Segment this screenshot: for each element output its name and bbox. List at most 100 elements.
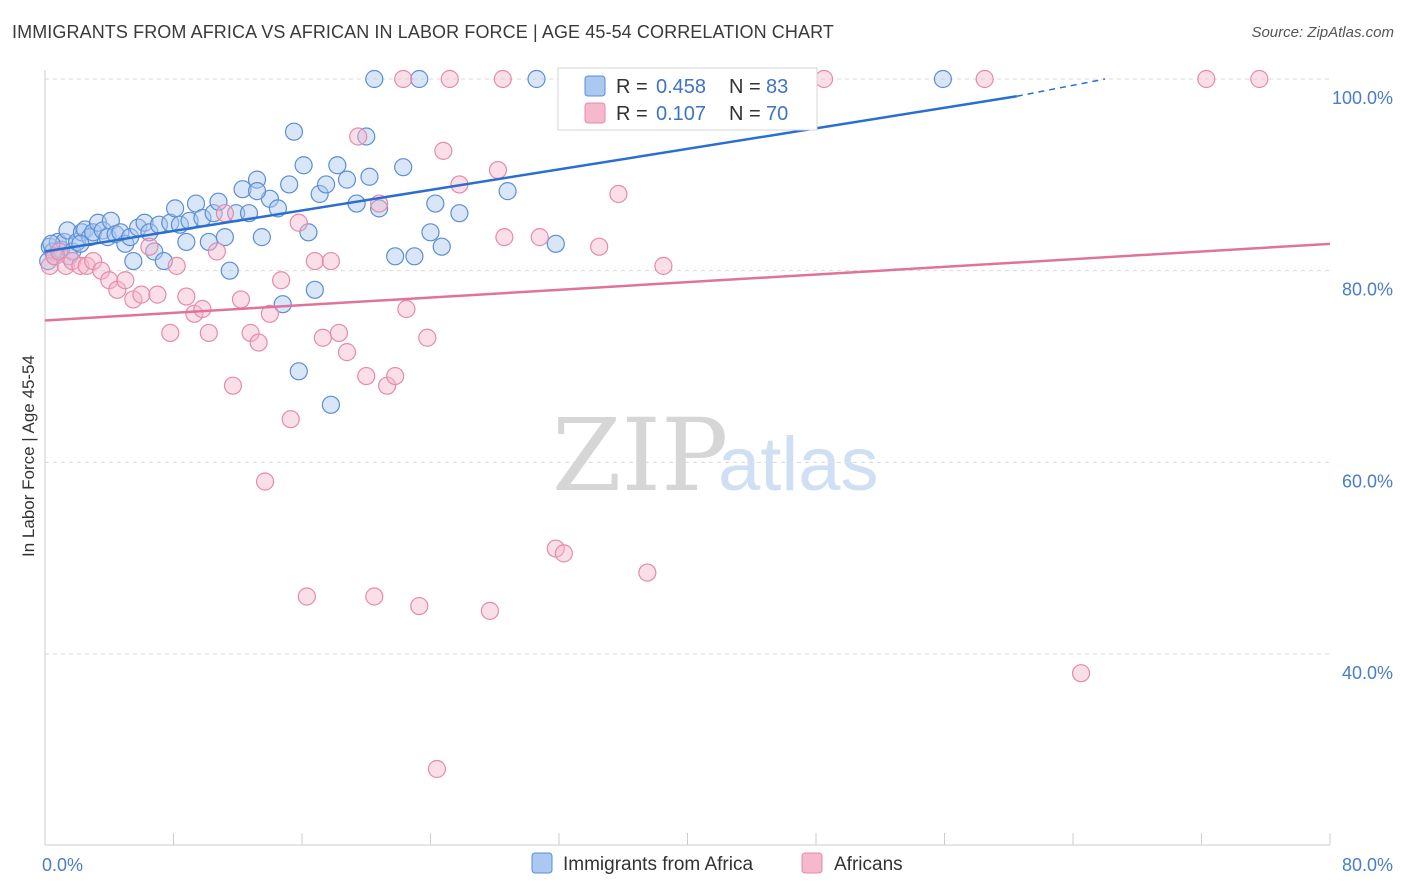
point-immigrants-from-africa	[410, 69, 429, 89]
point-africans	[231, 290, 251, 309]
point-immigrants-from-africa	[321, 395, 341, 414]
y-tick-label: 40.0%	[1342, 663, 1393, 683]
point-africans	[272, 271, 291, 290]
point-africans	[554, 544, 573, 563]
point-africans	[495, 228, 514, 247]
point-immigrants-from-africa	[177, 232, 196, 252]
point-immigrants-from-africa	[215, 228, 234, 247]
legend-r-value-2: 0.107	[656, 103, 706, 125]
legend-n-value-2: 70	[766, 103, 788, 125]
axes: 100.0% 80.0% 60.0% 40.0% 0.0% 80.0%	[42, 70, 1393, 875]
point-immigrants-from-africa	[310, 184, 329, 204]
x-tick-label: 80.0%	[1342, 855, 1393, 875]
trend-line-extension-immigrants-from-africa	[1016, 78, 1106, 97]
point-africans	[365, 587, 384, 606]
point-immigrants-from-africa	[386, 247, 405, 266]
point-africans	[609, 184, 628, 204]
point-immigrants-from-africa	[546, 234, 565, 253]
point-africans	[305, 251, 324, 271]
series-legend-swatch-blue	[531, 852, 553, 874]
point-immigrants-from-africa	[166, 199, 185, 218]
point-africans	[440, 69, 459, 89]
point-africans	[329, 323, 349, 343]
series-legend: Immigrants from Africa Africans	[531, 852, 903, 875]
point-immigrants-from-africa	[450, 204, 469, 223]
trend-line-immigrants-from-africa	[44, 95, 1017, 253]
point-africans	[410, 596, 429, 616]
point-africans	[488, 160, 508, 180]
point-africans	[199, 323, 218, 343]
point-africans	[590, 237, 609, 256]
point-africans	[313, 328, 332, 347]
point-africans	[40, 256, 59, 275]
point-immigrants-from-africa	[421, 223, 440, 242]
point-immigrants-from-africa	[305, 280, 324, 299]
point-africans	[207, 242, 226, 261]
point-africans	[434, 141, 453, 160]
point-immigrants-from-africa	[135, 213, 154, 232]
watermark-atlas: atlas	[718, 422, 879, 507]
point-immigrants-from-africa	[328, 156, 347, 175]
point-immigrants-from-africa	[316, 175, 336, 194]
point-immigrants-from-africa	[252, 228, 271, 247]
point-africans	[193, 299, 212, 319]
point-africans	[493, 69, 512, 89]
legend-r-value-1: 0.458	[656, 76, 706, 98]
y-tick-label: 100.0%	[1332, 88, 1393, 108]
chart-source: Source: ZipAtlas.com	[1251, 24, 1394, 41]
x-tick-label: 0.0%	[42, 855, 83, 875]
point-africans	[167, 256, 186, 275]
point-immigrants-from-africa	[247, 182, 267, 201]
point-immigrants-from-africa	[527, 69, 546, 89]
watermark-zip: ZIP	[552, 397, 728, 514]
point-africans	[215, 204, 234, 223]
point-immigrants-from-africa	[394, 158, 413, 177]
point-immigrants-from-africa	[432, 237, 451, 256]
point-africans	[161, 323, 180, 343]
point-immigrants-from-africa	[273, 295, 292, 314]
point-africans	[260, 304, 279, 323]
series-legend-swatch-pink	[801, 852, 823, 874]
point-africans	[249, 333, 268, 352]
point-africans	[975, 69, 994, 89]
point-immigrants-from-africa	[289, 362, 308, 381]
watermark: ZIP atlas	[552, 397, 879, 514]
series-legend-label-pink: Africans	[834, 854, 903, 875]
chart-title: IMMIGRANTS FROM AFRICA VS AFRICAN IN LAB…	[12, 22, 834, 42]
point-africans	[357, 366, 376, 386]
point-immigrants-from-africa	[299, 223, 318, 242]
point-africans	[116, 271, 135, 290]
point-africans	[281, 410, 300, 429]
point-immigrants-from-africa	[365, 69, 384, 89]
point-immigrants-from-africa	[426, 194, 445, 213]
point-africans	[386, 366, 405, 386]
point-africans	[418, 328, 437, 347]
point-africans	[140, 237, 159, 256]
y-axis-title: In Labor Force | Age 45-54	[19, 355, 38, 557]
point-immigrants-from-africa	[337, 170, 357, 189]
legend-r-label-1: R =	[616, 76, 648, 98]
legend-swatch-blue	[584, 75, 606, 97]
point-africans	[289, 213, 308, 232]
legend-n-label-2: N =	[729, 103, 761, 125]
point-immigrants-from-africa	[360, 167, 379, 186]
grid-lines	[45, 78, 1330, 655]
y-tick-label: 60.0%	[1342, 471, 1393, 491]
point-immigrants-from-africa	[370, 199, 389, 218]
point-immigrants-from-africa	[498, 182, 517, 201]
point-immigrants-from-africa	[124, 251, 143, 271]
point-africans	[638, 563, 657, 582]
point-immigrants-from-africa	[220, 261, 239, 280]
point-immigrants-from-africa	[933, 69, 952, 89]
point-africans	[480, 601, 500, 620]
point-africans	[321, 251, 341, 271]
point-immigrants-from-africa	[233, 180, 252, 199]
point-africans	[394, 69, 413, 89]
trend-lines	[44, 78, 1331, 322]
point-africans	[1197, 69, 1216, 89]
point-africans	[177, 287, 196, 306]
point-africans	[255, 472, 275, 491]
legend-n-label-1: N =	[729, 76, 761, 98]
point-africans	[349, 127, 368, 146]
